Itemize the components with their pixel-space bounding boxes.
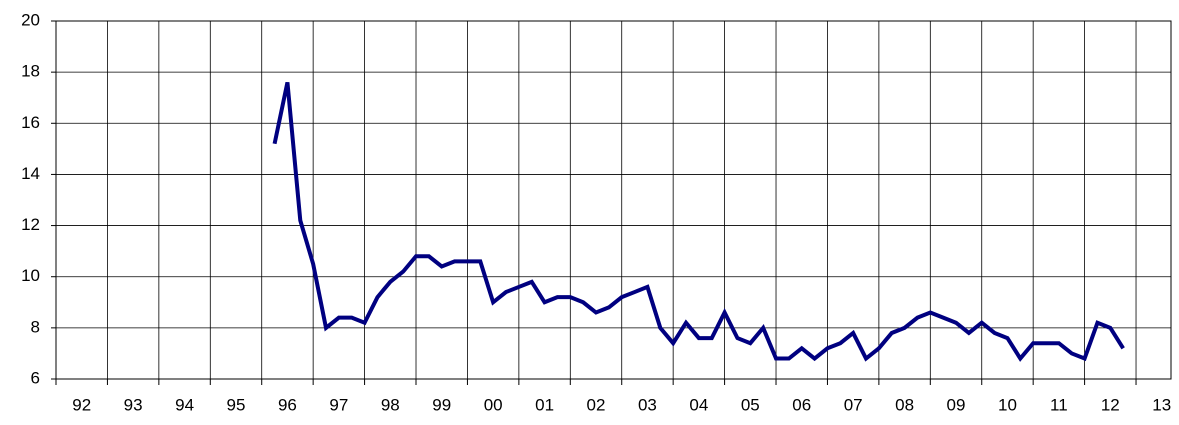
x-tick-label: 00 bbox=[484, 395, 503, 414]
y-tick-label: 8 bbox=[31, 317, 40, 336]
y-tick-label: 16 bbox=[21, 113, 40, 132]
y-tick-label: 10 bbox=[21, 266, 40, 285]
y-tick-label: 6 bbox=[31, 368, 40, 387]
y-tick-label: 14 bbox=[21, 164, 40, 183]
x-tick-label: 13 bbox=[1152, 395, 1171, 414]
x-tick-label: 98 bbox=[381, 395, 400, 414]
x-tick-label: 05 bbox=[741, 395, 760, 414]
x-tick-label: 03 bbox=[638, 395, 657, 414]
x-tick-label: 11 bbox=[1050, 395, 1068, 414]
data-line bbox=[272, 81, 1125, 362]
x-tick-label: 92 bbox=[72, 395, 91, 414]
x-tick-label: 02 bbox=[587, 395, 606, 414]
x-tick-label: 97 bbox=[329, 395, 348, 414]
x-tick-label: 06 bbox=[792, 395, 811, 414]
x-tick-label: 09 bbox=[947, 395, 966, 414]
x-tick-label: 94 bbox=[175, 395, 194, 414]
x-tick-label: 01 bbox=[535, 395, 554, 414]
x-tick-label: 95 bbox=[227, 395, 246, 414]
plot-area bbox=[55, 20, 1172, 380]
y-tick-label: 12 bbox=[21, 215, 40, 234]
x-tick-label: 04 bbox=[689, 395, 708, 414]
x-tick-label: 93 bbox=[124, 395, 143, 414]
x-tick-label: 10 bbox=[998, 395, 1017, 414]
y-tick-label: 18 bbox=[21, 62, 40, 81]
x-tick-label: 07 bbox=[844, 395, 863, 414]
x-tick-label: 96 bbox=[278, 395, 297, 414]
x-tick-label: 12 bbox=[1101, 395, 1120, 414]
y-tick-label: 20 bbox=[21, 10, 40, 29]
x-tick-label: 08 bbox=[895, 395, 914, 414]
x-tick-label: 99 bbox=[432, 395, 451, 414]
